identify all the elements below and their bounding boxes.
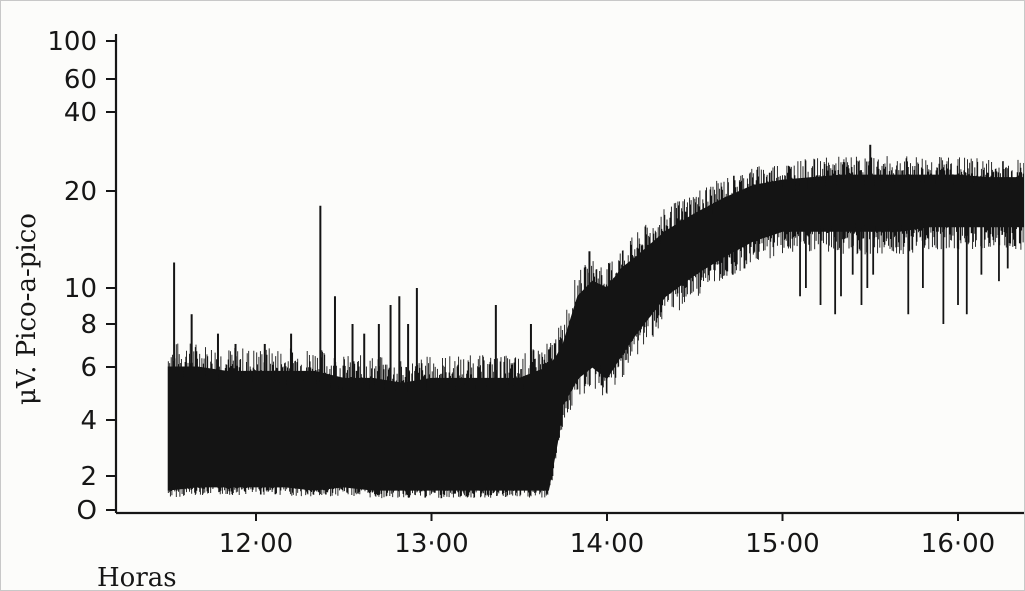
- y-tick-label: 8: [80, 310, 97, 340]
- y-tick-label: 6: [80, 353, 97, 383]
- y-axis-title: μV. Pico-a-pico: [12, 213, 42, 405]
- y-tick-label: 2: [80, 462, 97, 492]
- y-tick-label: 10: [64, 274, 97, 304]
- x-tick-label: 12·00: [219, 529, 293, 559]
- signal-trace: [167, 156, 1024, 499]
- axes: [114, 34, 1024, 515]
- x-tick-label: 16·00: [921, 529, 995, 559]
- x-tick-label: 13·00: [394, 529, 468, 559]
- x-axis-title: Horas: [97, 563, 177, 590]
- x-ticks: 12·00 13·00 14·00 15·00 16·00: [219, 513, 995, 559]
- y-tick-label: 60: [64, 65, 97, 95]
- y-tick-label: 40: [64, 98, 97, 128]
- y-tick-label: 20: [64, 177, 97, 207]
- y-tick-label: 100: [47, 27, 97, 57]
- plot-area: [167, 144, 1024, 499]
- y-tick-label: O: [77, 496, 97, 526]
- x-tick-label: 14·00: [570, 529, 644, 559]
- x-tick-label: 15·00: [745, 529, 819, 559]
- y-tick-label: 4: [80, 406, 97, 436]
